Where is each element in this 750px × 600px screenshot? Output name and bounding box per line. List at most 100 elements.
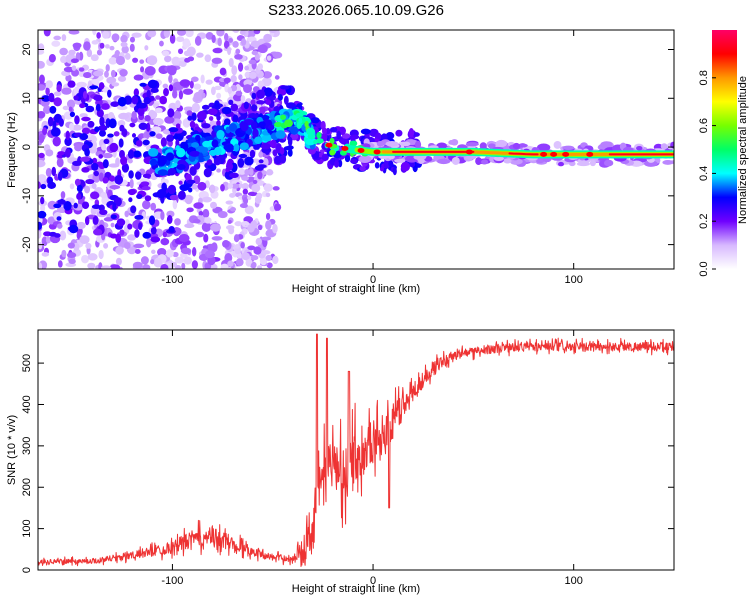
spectrogram-noise-blob	[274, 75, 280, 80]
spectrogram-blob	[72, 160, 82, 167]
spectrogram-noise-blob	[238, 74, 243, 81]
snr-background	[38, 330, 674, 570]
spectrogram-ridge-blob	[202, 140, 212, 148]
spectrogram-blob	[95, 103, 101, 112]
spectrogram-noise-blob	[123, 241, 131, 250]
spectrogram-ridge-blob	[252, 128, 259, 139]
spectrogram-blob	[156, 189, 167, 199]
spectrogram-noise-blob	[127, 234, 137, 241]
spectrogram-noise-blob	[96, 49, 103, 56]
spectrogram-blob	[237, 158, 245, 168]
spectrogram-noise-blob	[191, 247, 197, 257]
spectrogram-blob	[92, 157, 98, 165]
spectrogram-noise-blob	[92, 172, 101, 183]
spectrogram-noise-blob	[183, 50, 191, 57]
spectrogram-blob	[166, 134, 175, 142]
spectrogram-noise-blob	[234, 246, 241, 255]
spectrogram-noise-blob	[250, 262, 257, 269]
spectrogram-noise-blob	[38, 60, 45, 69]
spectrogram-blob	[257, 164, 267, 169]
spectrogram-blob	[216, 120, 221, 127]
spectrogram-noise-blob	[131, 110, 137, 120]
spectrogram-noise-blob	[169, 33, 176, 44]
spectrogram-blob	[107, 89, 112, 98]
spectrogram-blob	[325, 127, 331, 135]
spectrogram-noise-blob	[234, 54, 243, 60]
snr-series-line	[38, 333, 674, 567]
spectrogram-halo-blob	[451, 157, 460, 165]
spectrogram-blob	[49, 105, 57, 114]
spectrogram-blob	[107, 133, 114, 138]
spectrogram-noise-blob	[263, 183, 273, 192]
spectrogram-noise-blob	[196, 52, 204, 58]
spectrogram-blob	[249, 149, 256, 159]
spectrogram-noise-blob	[59, 230, 67, 241]
spectrogram-blob	[150, 236, 161, 243]
spectrogram-halo-blob	[662, 160, 674, 165]
spectrogram-noise-blob	[164, 116, 175, 124]
spectrogram-noise-blob	[79, 113, 88, 118]
spectrogram-noise-blob	[53, 35, 62, 41]
spectrogram-noise-blob	[212, 47, 223, 54]
snr-y-tick-label: 100	[21, 519, 33, 537]
spectrogram-noise-blob	[239, 30, 246, 35]
spectrogram-noise-blob	[195, 231, 205, 238]
spectrogram-noise-blob	[241, 175, 249, 181]
spectrogram-noise-blob	[182, 88, 194, 95]
spectrogram-noise-blob	[132, 57, 139, 63]
spectrogram-blob	[166, 215, 173, 224]
spectrogram-blob	[160, 137, 167, 148]
spectrogram-noise-blob	[48, 54, 56, 63]
spectrogram-blob	[144, 195, 152, 202]
spectrogram-blob	[133, 88, 140, 97]
spectrogram-noise-blob	[42, 105, 51, 114]
spectrogram-noise-blob	[225, 225, 235, 230]
spectrogram-noise-blob	[235, 90, 243, 96]
spectrogram-noise-blob	[184, 223, 195, 229]
spectrogram-blob	[230, 103, 239, 112]
spectrogram-ridge-highlight	[349, 140, 358, 147]
spectrogram-noise-blob	[258, 151, 263, 158]
spectrogram-blob	[229, 172, 239, 179]
spectrogram-noise-blob	[81, 254, 89, 264]
spectrogram-noise-blob	[253, 30, 261, 35]
spectrogram-noise-blob	[76, 221, 86, 230]
spectrogram-noise-blob	[227, 87, 233, 95]
spectrogram-noise-blob	[192, 218, 201, 224]
spectrogram-blob	[395, 129, 403, 137]
spectrogram-blob	[98, 82, 105, 90]
spectrogram-noise-blob	[254, 195, 262, 204]
spectrogram-noise-blob	[220, 183, 225, 192]
spectrogram-noise-blob	[56, 223, 63, 229]
spectrogram-noise-blob	[117, 75, 127, 82]
spectrogram-noise-blob	[131, 32, 142, 38]
spectrogram-blob	[128, 170, 134, 179]
spectrogram-noise-blob	[38, 159, 46, 168]
spectrogram-blob	[409, 161, 416, 168]
spectrogram-blob	[277, 94, 283, 101]
spectrogram-noise-blob	[96, 32, 101, 39]
spectrogram-noise-blob	[109, 184, 121, 190]
spectrogram-halo-blob	[376, 140, 384, 147]
spectrogram-halo-blob	[553, 140, 562, 149]
spectrogram-blob	[280, 154, 287, 164]
snr-x-tick-label: 0	[370, 575, 376, 587]
spectrogram-blob	[163, 87, 169, 97]
spectrogram-blob	[103, 138, 110, 144]
snr-y-tick-label: 300	[21, 437, 33, 455]
spectrogram-blob	[136, 193, 143, 200]
spectrogram-blob	[336, 130, 341, 140]
spectrogram-noise-blob	[203, 233, 209, 243]
spectrogram-y-ticks: -20 -10 0 10 20	[21, 43, 674, 253]
spectrogram-tone-peak	[373, 149, 381, 155]
spectrogram-x-tick-label: 100	[565, 274, 583, 286]
spectrogram-noise-blob	[154, 107, 163, 114]
spectrogram-noise-blob	[182, 118, 191, 128]
spectrogram-noise-blob	[129, 43, 135, 52]
spectrogram-ridge-highlight	[304, 120, 309, 128]
spectrogram-noise-blob	[233, 234, 240, 243]
spectrogram-ridge-blob	[233, 143, 240, 152]
spectrogram-ridge-blob	[290, 126, 299, 135]
spectrogram-blob	[102, 177, 109, 184]
spectrogram-noise-blob	[242, 197, 249, 205]
